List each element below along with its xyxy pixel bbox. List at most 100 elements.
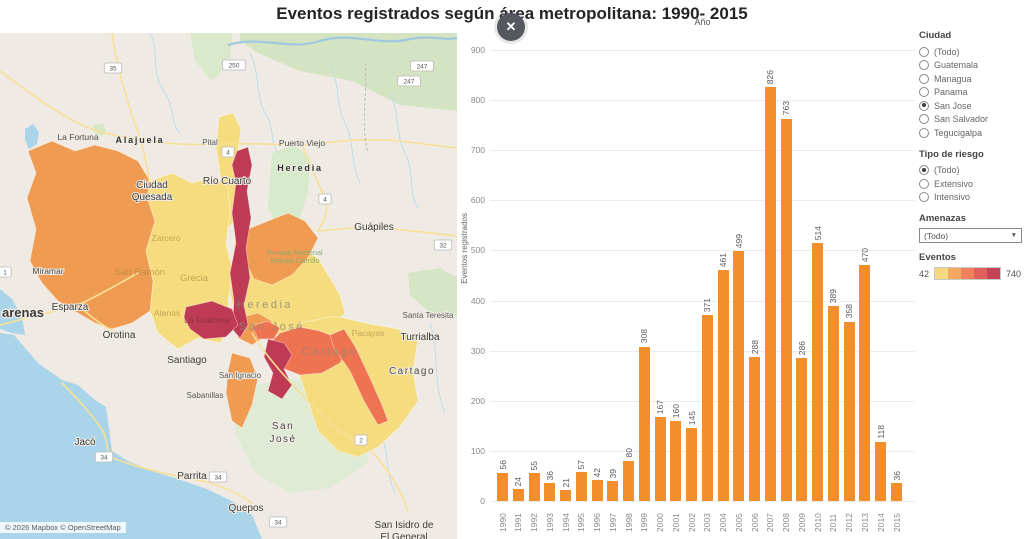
legend-swatch <box>974 268 988 279</box>
bar-2009[interactable] <box>796 357 808 501</box>
radio-managua[interactable]: Managua <box>919 72 1022 86</box>
bar-2015[interactable] <box>891 482 902 501</box>
map-place-label: San Isidro de <box>375 520 434 531</box>
route-shield-label: 34 <box>274 519 282 526</box>
y-tick-label: 800 <box>470 95 485 106</box>
bar-2014[interactable] <box>875 441 887 501</box>
radio-circle-icon <box>919 60 929 71</box>
eventos-legend: Eventos 42 740 <box>919 252 1022 280</box>
close-button[interactable]: ✕ <box>497 13 525 41</box>
legend-max: 740 <box>1006 268 1022 279</box>
radio-san-jose[interactable]: San Jose <box>919 99 1022 113</box>
y-tick-label: 900 <box>470 45 485 55</box>
bar-value-label: 160 <box>670 403 681 418</box>
map-place-label: arenas <box>2 305 44 320</box>
radio-label: Panama <box>934 87 968 98</box>
map[interactable]: La Fortuna Alajuela Pital Puerto Viejo Hered… <box>0 33 457 539</box>
radio--todo-[interactable]: (Todo) <box>919 164 1022 178</box>
gridline <box>490 150 915 152</box>
route-shield-label: 34 <box>214 474 222 481</box>
bar-2013[interactable] <box>859 265 871 501</box>
route-shield-icon <box>410 60 434 72</box>
bar-2007[interactable] <box>764 87 776 501</box>
radio-circle-icon <box>919 178 929 189</box>
radio-label: Intensivo <box>934 192 971 203</box>
map-place-label: Jacó <box>74 437 96 448</box>
bar-1996[interactable] <box>591 479 603 501</box>
legend-color-bar <box>934 267 1002 280</box>
bar-1995[interactable] <box>575 472 587 501</box>
amenazas-dropdown[interactable]: (Todo) ▼ <box>919 228 1022 243</box>
y-tick-label: 600 <box>470 195 485 206</box>
legend-swatch <box>987 268 1001 279</box>
bar-value-label: 167 <box>655 400 666 415</box>
bar-2002[interactable] <box>686 428 698 501</box>
map-place-label: Quepos <box>228 503 263 514</box>
bar-1991[interactable] <box>512 488 524 501</box>
x-tick-label: 1990 <box>497 513 508 532</box>
bar-2001[interactable] <box>670 420 682 501</box>
bar-2010[interactable] <box>812 243 824 501</box>
bar-2008[interactable] <box>780 118 792 501</box>
route-shield-label: 247 <box>417 63 428 70</box>
radio-san-salvador[interactable]: San Salvador <box>919 113 1022 127</box>
bar-value-label: 470 <box>859 248 870 263</box>
x-tick-label: 1991 <box>513 513 524 532</box>
bar-value-label: 24 <box>513 476 524 486</box>
route-shield-icon <box>318 193 332 205</box>
gridline <box>490 501 915 502</box>
bar-1994[interactable] <box>560 490 572 501</box>
legend-swatch <box>935 268 949 279</box>
bar-2006[interactable] <box>749 356 761 501</box>
bar-value-label: 21 <box>560 478 571 488</box>
bar-1992[interactable] <box>528 473 540 501</box>
legend-swatch <box>961 268 975 279</box>
x-tick-label: 2013 <box>859 513 870 532</box>
filter-sidebar: Ciudad (Todo) Guatemala Managua Panama San J… <box>919 30 1022 289</box>
map-regions-salmon[interactable] <box>251 320 389 426</box>
x-tick-label: 1993 <box>544 513 555 532</box>
route-shield-label: 2 <box>359 437 363 444</box>
route-shield-label: 34 <box>100 454 108 461</box>
x-tick-label: 2010 <box>812 513 823 532</box>
bar-2003[interactable] <box>701 315 713 501</box>
x-tick-label: 2008 <box>781 513 792 532</box>
gridline <box>490 250 915 252</box>
map-panel[interactable]: La Fortuna Alajuela Pital Puerto Viejo Hered… <box>0 33 457 539</box>
x-tick-label: 2009 <box>796 513 807 532</box>
y-tick-label: 700 <box>470 145 485 156</box>
route-shield-icon <box>0 266 12 278</box>
x-tick-label: 1994 <box>560 513 571 532</box>
bar-value-label: 42 <box>592 467 603 477</box>
bar-2005[interactable] <box>733 250 745 501</box>
bar-value-label: 358 <box>844 304 855 319</box>
bar-value-label: 80 <box>623 448 634 458</box>
bar-1999[interactable] <box>638 346 650 501</box>
radio-tegucigalpa[interactable]: Tegucigalpa <box>919 126 1022 140</box>
legend-min: 42 <box>919 268 930 279</box>
bar-2012[interactable] <box>843 321 855 501</box>
bar-value-label: 763 <box>781 101 792 116</box>
radio-circle-icon <box>919 73 929 84</box>
map-place-label: Atenas <box>154 308 180 318</box>
radio-circle-icon <box>919 165 929 176</box>
bar-2011[interactable] <box>827 306 839 501</box>
bar-1990[interactable] <box>497 472 508 501</box>
radio-extensivo[interactable]: Extensivo <box>919 177 1022 191</box>
radio-panama[interactable]: Panama <box>919 86 1022 100</box>
bar-1998[interactable] <box>623 460 635 501</box>
bar-1993[interactable] <box>544 482 556 501</box>
bar-value-label: 36 <box>891 470 902 480</box>
map-road-dashed <box>363 62 369 154</box>
radio--todo-[interactable]: (Todo) <box>919 45 1022 59</box>
radio-intensivo[interactable]: Intensivo <box>919 191 1022 205</box>
bar-value-label: 826 <box>765 69 776 85</box>
bar-2000[interactable] <box>654 417 666 501</box>
x-tick-label: 2014 <box>875 513 886 532</box>
x-tick-label: 1998 <box>623 513 634 532</box>
close-icon: ✕ <box>505 19 517 34</box>
bar-value-label: 57 <box>576 459 587 470</box>
bar-1997[interactable] <box>607 481 619 501</box>
radio-guatemala[interactable]: Guatemala <box>919 59 1022 73</box>
bar-2004[interactable] <box>717 270 729 501</box>
